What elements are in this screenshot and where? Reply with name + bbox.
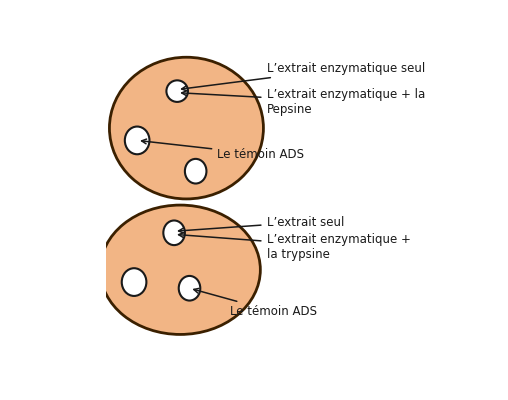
Ellipse shape	[109, 57, 264, 199]
Ellipse shape	[100, 205, 260, 334]
Text: Le témoin ADS: Le témoin ADS	[194, 288, 316, 318]
Ellipse shape	[125, 126, 149, 154]
Text: L’extrait enzymatique seul: L’extrait enzymatique seul	[182, 62, 425, 91]
Text: Le témoin ADS: Le témoin ADS	[142, 139, 304, 161]
Ellipse shape	[167, 80, 188, 102]
Text: L’extrait enzymatique + la
Pepsine: L’extrait enzymatique + la Pepsine	[182, 88, 425, 116]
Ellipse shape	[179, 276, 200, 300]
Text: L’extrait seul: L’extrait seul	[179, 216, 344, 233]
Ellipse shape	[164, 220, 185, 245]
Ellipse shape	[122, 268, 146, 296]
Ellipse shape	[185, 159, 206, 184]
Text: L’extrait enzymatique +
la trypsine: L’extrait enzymatique + la trypsine	[179, 233, 410, 261]
